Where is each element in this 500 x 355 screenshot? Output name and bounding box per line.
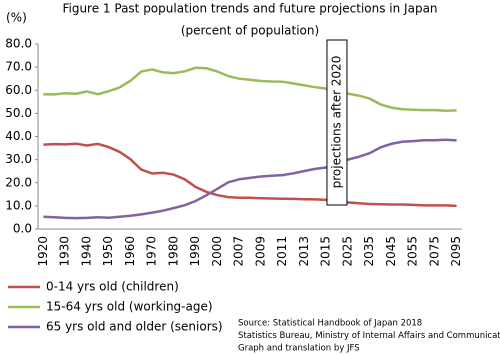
x-tick-label: 2075	[427, 236, 441, 267]
annotation: projections after 2020	[329, 56, 343, 189]
y-tick-label: 0.0	[13, 222, 32, 236]
chart-subtitle: (percent of population)	[181, 24, 319, 38]
legend-label: 0-14 yrs old (children)	[46, 280, 179, 294]
x-tick-label: 1980	[166, 236, 180, 267]
y-tick-label: 40.0	[5, 129, 32, 143]
x-tick-label: 2055	[406, 236, 420, 267]
source-note: Statistics Bureau, Ministry of Internal …	[238, 331, 500, 341]
x-tick-label: 2007	[232, 236, 246, 267]
x-tick-label: 1940	[79, 236, 93, 267]
x-tick-label: 2000	[210, 236, 224, 267]
x-tick-label: 1950	[101, 236, 115, 267]
x-tick-label: 1920	[36, 236, 50, 267]
y-tick-label: 20.0	[5, 175, 32, 189]
x-tick-label: 1970	[145, 236, 159, 267]
x-tick-label: 2095	[449, 236, 463, 267]
x-tick-label: 2035	[362, 236, 376, 267]
x-tick-label: 2013	[297, 236, 311, 267]
x-tick-label: 2025	[340, 236, 354, 267]
series-line	[43, 142, 457, 208]
y-tick-label: 80.0	[5, 37, 32, 51]
x-tick-label: 1990	[188, 236, 202, 267]
y-tick-label: 10.0	[5, 198, 32, 212]
series-line	[43, 138, 457, 220]
y-axis-label: (%)	[6, 11, 27, 25]
source-note: Source: Statistical Handbook of Japan 20…	[238, 319, 422, 329]
x-tick-label: 2045	[384, 236, 398, 267]
projection-box	[326, 39, 348, 206]
x-tick-label: 1930	[58, 236, 72, 267]
source-note: Graph and translation by JFS	[238, 344, 360, 354]
series-line	[43, 66, 457, 113]
chart-title: Figure 1 Past population trends and futu…	[62, 2, 437, 16]
x-tick-label: 1960	[123, 236, 137, 267]
y-tick-label: 50.0	[5, 106, 32, 120]
legend-label: 15-64 yrs old (working-age)	[46, 300, 213, 314]
y-tick-label: 60.0	[5, 83, 32, 97]
x-tick-label: 2011	[275, 236, 289, 267]
y-tick-label: 70.0	[5, 60, 32, 74]
y-tick-label: 30.0	[5, 152, 32, 166]
x-tick-label: 2015	[319, 236, 333, 267]
legend-label: 65 yrs old and older (seniors)	[46, 320, 223, 334]
x-tick-label: 2009	[253, 236, 267, 267]
